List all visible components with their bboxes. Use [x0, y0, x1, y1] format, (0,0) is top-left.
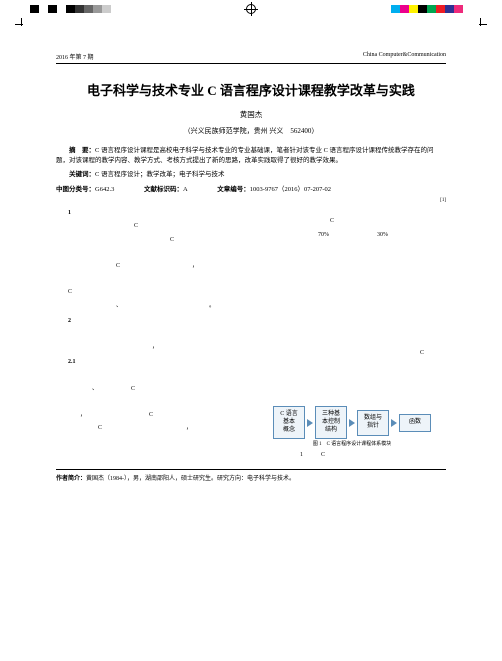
frag: 、 — [92, 386, 95, 392]
para: 、 C — [56, 384, 244, 394]
classification-line: 中图分类号：G642.3 文献标识码：A 文章编号：1003-9767（2016… — [56, 183, 446, 193]
diagram-box-0: C 语言基本概念 — [273, 406, 305, 439]
para: C — [56, 235, 244, 245]
para — [258, 203, 446, 213]
issue-label: 2016 年第 7 期 — [56, 52, 94, 61]
para: C — [56, 221, 244, 231]
para — [258, 269, 446, 279]
para — [258, 243, 446, 253]
para — [258, 296, 446, 306]
figure-1-caption: 图 1 C 语言程序设计课程体系模块 — [258, 441, 446, 450]
para — [56, 274, 244, 284]
para: C ， — [56, 261, 244, 271]
para: 1 C — [258, 450, 446, 460]
abstract-text: C 语言程序设计课程是高校电子科学与技术专业的专业基础课，笔者针对该专业 C 语… — [56, 147, 434, 164]
para — [258, 335, 446, 345]
frag: C — [131, 386, 135, 392]
frag: C — [149, 412, 153, 418]
figure-1-diagram: C 语言基本概念三种基本控制结构数组与指针函数 — [258, 406, 446, 439]
doccode-label: 文献标识码： — [144, 186, 183, 193]
abstract: 摘 要：C 语言程序设计课程是高校电子科学与技术专业的专业基础课，笔者针对该专业… — [56, 146, 446, 166]
frag: 30% — [377, 232, 388, 238]
para — [56, 371, 244, 381]
color-bar-left — [30, 5, 111, 13]
frag: C — [116, 263, 120, 269]
frag: ， — [192, 263, 195, 269]
para: C ， — [56, 423, 244, 433]
article-title: 电子科学与技术专业 C 语言程序设计课程教学改革与实践 — [56, 80, 446, 99]
clc-value: G642.3 — [95, 186, 114, 193]
frag: C — [134, 223, 138, 229]
crop-mark-tr — [475, 18, 487, 30]
right-column: [1] C 70% 30% — [258, 203, 446, 463]
author-name: 黄国杰 — [56, 109, 446, 120]
frag: C — [98, 425, 102, 431]
keywords-label: 关键词： — [69, 171, 95, 178]
para: ， C — [56, 410, 244, 420]
frag: C — [420, 350, 424, 356]
para — [258, 282, 446, 292]
keywords: 关键词：C 语言程序设计；教学改革；电子科学与技术 — [56, 170, 446, 180]
para — [258, 309, 446, 319]
arrow-icon — [307, 419, 313, 427]
para: 70% 30% — [258, 230, 446, 240]
para — [258, 375, 446, 385]
para — [56, 248, 244, 258]
registration-mark — [246, 4, 256, 14]
section-2: 2 — [56, 316, 244, 326]
doccode-value: A — [183, 186, 188, 193]
para — [258, 362, 446, 372]
para — [56, 397, 244, 407]
para — [258, 256, 446, 266]
artno-label: 文章编号： — [217, 186, 250, 193]
diagram-box-1: 三种基本控制结构 — [315, 406, 347, 439]
color-bar-right — [391, 5, 472, 13]
para — [56, 329, 244, 339]
citation-mark: [1] — [440, 197, 446, 206]
frag: 、 — [116, 303, 119, 309]
frag: 1 — [300, 452, 303, 458]
arrow-icon — [349, 419, 355, 427]
journal-name: China Computer&Communication — [363, 52, 446, 61]
para: C — [56, 287, 244, 297]
frag: 。 — [209, 303, 212, 309]
page-content: 2016 年第 7 期 China Computer&Communication… — [30, 30, 472, 643]
artno-value: 1003-9767（2016）07-207-02 — [250, 186, 331, 193]
frag: ， — [80, 412, 83, 418]
para — [258, 322, 446, 332]
arrow-icon — [391, 419, 397, 427]
section-1: 1 — [56, 208, 244, 218]
author-bio: 作者简介：黄国杰（1984-），男，湖南邵阳人，硕士研究生。研究方向：电子科学与… — [56, 469, 446, 482]
diagram-box-3: 函数 — [399, 414, 431, 432]
frag: ， — [152, 344, 155, 350]
frag: 70% — [318, 232, 329, 238]
affiliation: （兴义民族师范学院，贵州 兴义 562400） — [56, 126, 446, 136]
frag: ， — [186, 425, 189, 431]
para: ， — [56, 342, 244, 352]
running-header: 2016 年第 7 期 China Computer&Communication — [56, 52, 446, 64]
bio-label: 作者简介： — [56, 476, 86, 482]
diagram-box-2: 数组与指针 — [357, 410, 389, 436]
frag: C — [170, 237, 174, 243]
bio-text: 黄国杰（1984-），男，湖南邵阳人，硕士研究生。研究方向：电子科学与技术。 — [86, 476, 295, 482]
frag: C — [321, 452, 325, 458]
para: C — [258, 216, 446, 226]
para: C — [258, 348, 446, 358]
para: 、 。 — [56, 301, 244, 311]
left-column: 1 C C C ， C — [56, 203, 244, 463]
frag: C — [68, 289, 72, 295]
crop-mark-tl — [15, 18, 27, 30]
keywords-text: C 语言程序设计；教学改革；电子科学与技术 — [95, 171, 224, 178]
frag: C — [330, 218, 334, 224]
para — [56, 436, 244, 446]
body-columns: 1 C C C ， C — [56, 203, 446, 463]
para — [258, 388, 446, 398]
clc-label: 中图分类号： — [56, 186, 95, 193]
abstract-label: 摘 要： — [69, 147, 95, 154]
section-21: 2.1 — [56, 357, 244, 367]
